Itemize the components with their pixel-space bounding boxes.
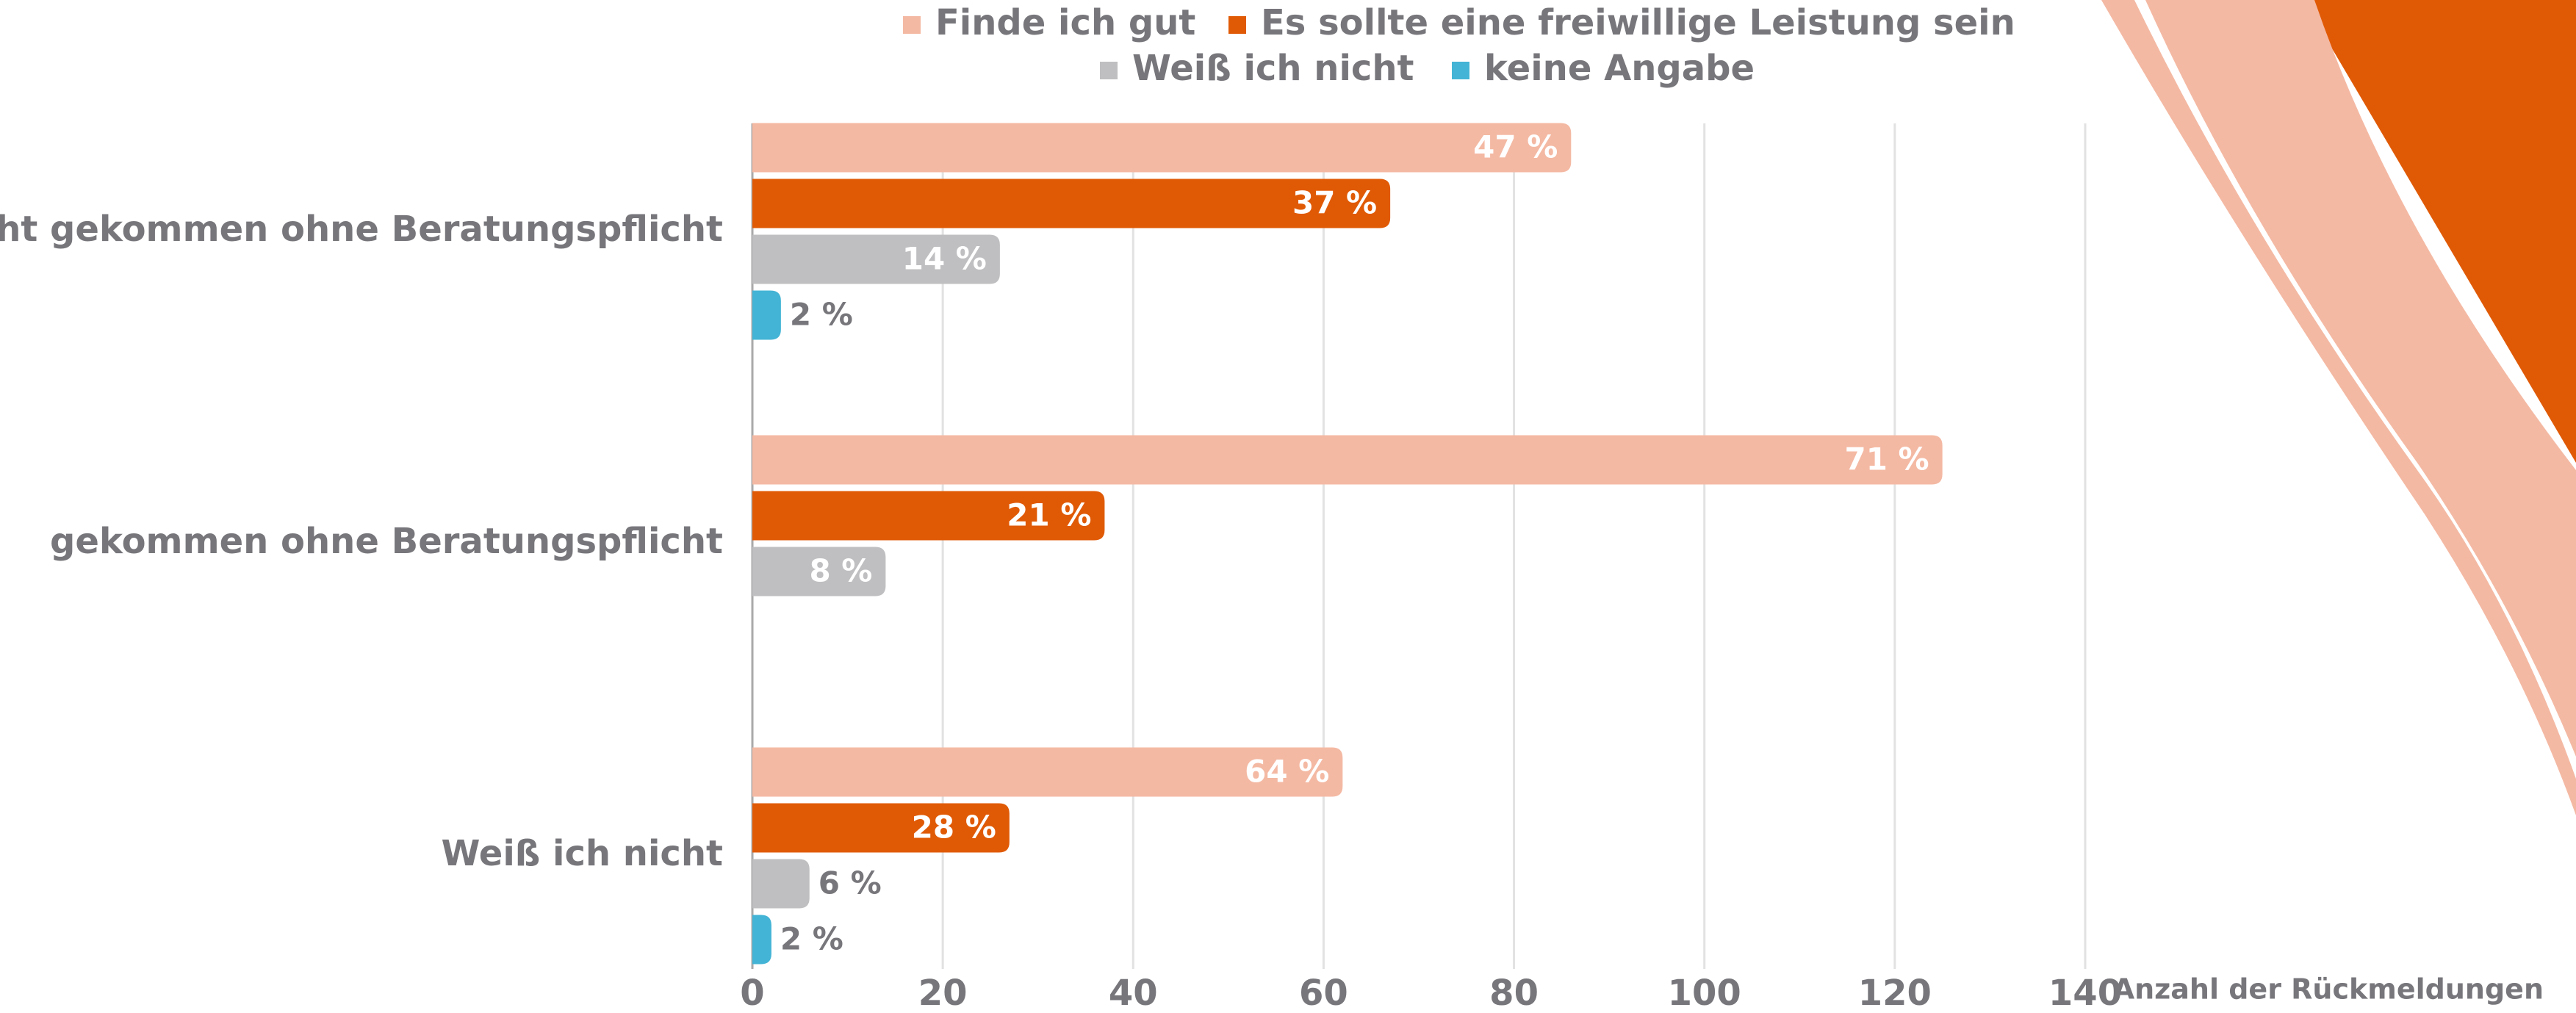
x-tick-label: 80 bbox=[1489, 973, 1539, 1013]
x-tick-label: 40 bbox=[1109, 973, 1158, 1013]
value-label: 28 % bbox=[912, 810, 996, 846]
x-tick-label: 0 bbox=[740, 973, 764, 1013]
legend-marker bbox=[1228, 16, 1246, 34]
value-label: 2 % bbox=[790, 297, 853, 333]
bar bbox=[752, 123, 1571, 173]
value-label: 14 % bbox=[902, 241, 987, 277]
legend-marker bbox=[1452, 62, 1469, 79]
value-label: 71 % bbox=[1844, 441, 1929, 477]
bar bbox=[752, 291, 781, 340]
x-tick-label: 20 bbox=[918, 973, 968, 1013]
legend-marker bbox=[903, 16, 921, 34]
bar bbox=[752, 859, 810, 909]
bar bbox=[752, 915, 771, 965]
decoration bbox=[2101, 0, 2576, 815]
value-label: 8 % bbox=[809, 553, 872, 589]
chart: Anzahl der Rückmeldungen 0 20 40 60 80 100 120… bbox=[0, 0, 2576, 1013]
x-tick-label: 120 bbox=[1858, 973, 1932, 1013]
category-label: gekommen ohne Beratungspflicht bbox=[50, 521, 723, 562]
value-label: 64 % bbox=[1245, 754, 1329, 790]
value-label: 37 % bbox=[1292, 185, 1377, 221]
bar bbox=[752, 436, 1943, 485]
category-label: nicht gekommen ohne Beratungspflicht bbox=[0, 209, 723, 250]
value-label: 2 % bbox=[780, 921, 843, 957]
legend-label: Weiß ich nicht bbox=[1132, 48, 1414, 89]
x-axis-title: Anzahl der Rückmeldungen bbox=[2113, 973, 2544, 1006]
value-label: 6 % bbox=[819, 865, 882, 901]
legend-label: Es sollte eine freiwillige Leistung sein bbox=[1261, 2, 2015, 43]
legend-label: Finde ich gut bbox=[935, 2, 1195, 43]
value-label: 47 % bbox=[1473, 129, 1558, 165]
legend-marker bbox=[1100, 62, 1118, 79]
x-tick-label: 60 bbox=[1299, 973, 1348, 1013]
category-label: Weiß ich nicht bbox=[442, 833, 723, 874]
value-label: 21 % bbox=[1007, 497, 1091, 533]
x-tick-label: 100 bbox=[1668, 973, 1741, 1013]
x-tick-label: 140 bbox=[2048, 973, 2122, 1013]
legend-label: keine Angabe bbox=[1484, 48, 1755, 89]
